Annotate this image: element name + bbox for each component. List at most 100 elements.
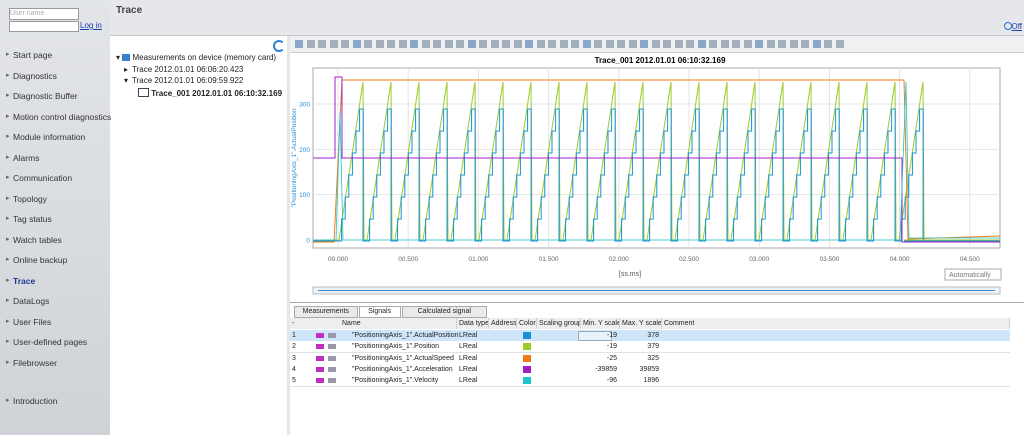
toolbar-button[interactable] [732,40,740,48]
toolbar-button[interactable] [513,40,522,48]
toolbar-button[interactable] [329,40,338,48]
username-input[interactable]: User name [9,8,79,20]
nav-item[interactable]: User Files [13,316,52,327]
splitter[interactable] [287,36,290,435]
tab[interactable]: Signals [358,306,401,318]
refresh-icon[interactable] [273,40,285,52]
nav-item[interactable]: Tag status [13,214,52,224]
toolbar-button[interactable] [743,40,752,48]
toolbar-button[interactable] [801,40,809,48]
nav-item[interactable]: Watch tables [13,234,62,245]
toolbar-button[interactable] [674,40,683,48]
nav-item[interactable]: User-defined pages [13,337,88,347]
nav-item[interactable]: DataLogs [13,296,50,306]
nav-item[interactable]: Start page [13,50,53,60]
tree-root[interactable]: ▾ Measurements on device (memory card) [116,53,277,62]
password-input[interactable] [9,21,79,32]
toolbar-button[interactable] [617,40,625,48]
nav-item[interactable]: Motion control diagnostics [13,111,112,122]
toolbar-button[interactable] [490,40,499,48]
y-tick-label: 100 [299,192,310,199]
toolbar-button[interactable] [536,40,545,48]
table-header-cell: Color [517,318,537,329]
toolbar-button[interactable] [375,40,384,48]
toolbar-button[interactable] [467,40,476,48]
toolbar-button[interactable] [697,40,706,48]
nav-item[interactable]: Trace [13,275,36,286]
toolbar-button[interactable] [306,40,315,48]
toolbar-button[interactable] [709,40,717,48]
color-swatch[interactable] [523,377,531,385]
table-row[interactable] [290,375,1010,388]
color-swatch[interactable] [523,343,531,351]
toolbar-button[interactable] [410,40,418,48]
nav-item[interactable]: Diagnostics [13,70,57,81]
nav-item[interactable]: Topology [13,193,48,204]
nav-item[interactable]: Filebrowser [13,357,57,368]
nav-item[interactable]: Alarms [13,152,40,163]
toolbar-button[interactable] [605,40,614,48]
nav-item[interactable]: Diagnostic Buffer [13,91,78,101]
scaling-group-input[interactable] [578,331,612,341]
tree-selected[interactable]: Trace_001 2012.01.01 06:10:32.169 [138,88,282,98]
toolbar-button[interactable] [433,40,441,48]
table-header-cell: Data type [457,318,489,329]
color-swatch[interactable] [523,354,531,362]
toolbar-button[interactable] [755,40,763,48]
visibility-icon[interactable] [328,378,336,384]
toolbar-button[interactable] [444,40,453,48]
visibility-icon[interactable] [328,366,336,372]
toolbar-button[interactable] [548,40,556,48]
toolbar-button[interactable] [479,40,487,48]
min-y-scale: -39859 [595,365,617,373]
toolbar-button[interactable] [559,40,568,48]
nav-bullet: ▸ [6,133,10,140]
row-index: 3 [292,354,296,362]
nav-item[interactable]: Introduction [13,396,58,406]
off-link[interactable]: Off [1011,22,1022,31]
toolbar-button[interactable] [364,40,372,48]
toolbar-button[interactable] [663,40,671,48]
toolbar-button[interactable] [295,40,303,48]
toolbar-button[interactable] [594,40,602,48]
tree-item[interactable]: Trace 2012.01.01 06:06:20.423 [132,65,244,74]
toolbar-button[interactable] [421,40,430,48]
toolbar-button[interactable] [398,40,407,48]
toolbar-button[interactable] [456,40,464,48]
tree-item[interactable]: Trace 2012.01.01 06:09:59.922 [132,76,244,85]
toolbar-button[interactable] [812,40,821,48]
toolbar-button[interactable] [789,40,798,48]
toolbar-button[interactable] [628,40,637,48]
nav-item[interactable]: Online backup [13,255,68,265]
toolbar-button[interactable] [352,40,361,48]
toolbar-button[interactable] [640,40,648,48]
nav-item[interactable]: Communication [13,173,73,183]
toolbar-button[interactable] [835,40,844,48]
toolbar-button[interactable] [686,40,694,48]
toolbar-button[interactable] [571,40,579,48]
toolbar-button[interactable] [778,40,786,48]
toolbar-button[interactable] [720,40,729,48]
toolbar-button[interactable] [582,40,591,48]
toolbar-button[interactable] [651,40,660,48]
scaling-dropdown[interactable] [944,268,1002,281]
toolbar-button[interactable] [341,40,349,48]
login-link[interactable]: Log in [80,21,102,30]
toolbar-button[interactable] [525,40,533,48]
toolbar-button[interactable] [766,40,775,48]
tab[interactable]: Measurements [294,306,358,318]
nav-bullet: ▸ [6,276,10,284]
table-header-cell: Address [489,318,517,329]
toolbar-button[interactable] [387,40,395,48]
nav-item[interactable]: Module information [13,132,86,142]
toolbar-button[interactable] [502,40,510,48]
color-swatch[interactable] [523,332,531,339]
visibility-icon[interactable] [328,333,336,338]
tab[interactable]: Calculated signal [401,306,487,318]
visibility-icon[interactable] [328,355,336,361]
visibility-icon[interactable] [328,344,336,350]
color-swatch[interactable] [523,365,531,373]
toolbar-button[interactable] [318,40,326,48]
toolbar-button[interactable] [824,40,832,48]
off-icon [1004,22,1012,30]
